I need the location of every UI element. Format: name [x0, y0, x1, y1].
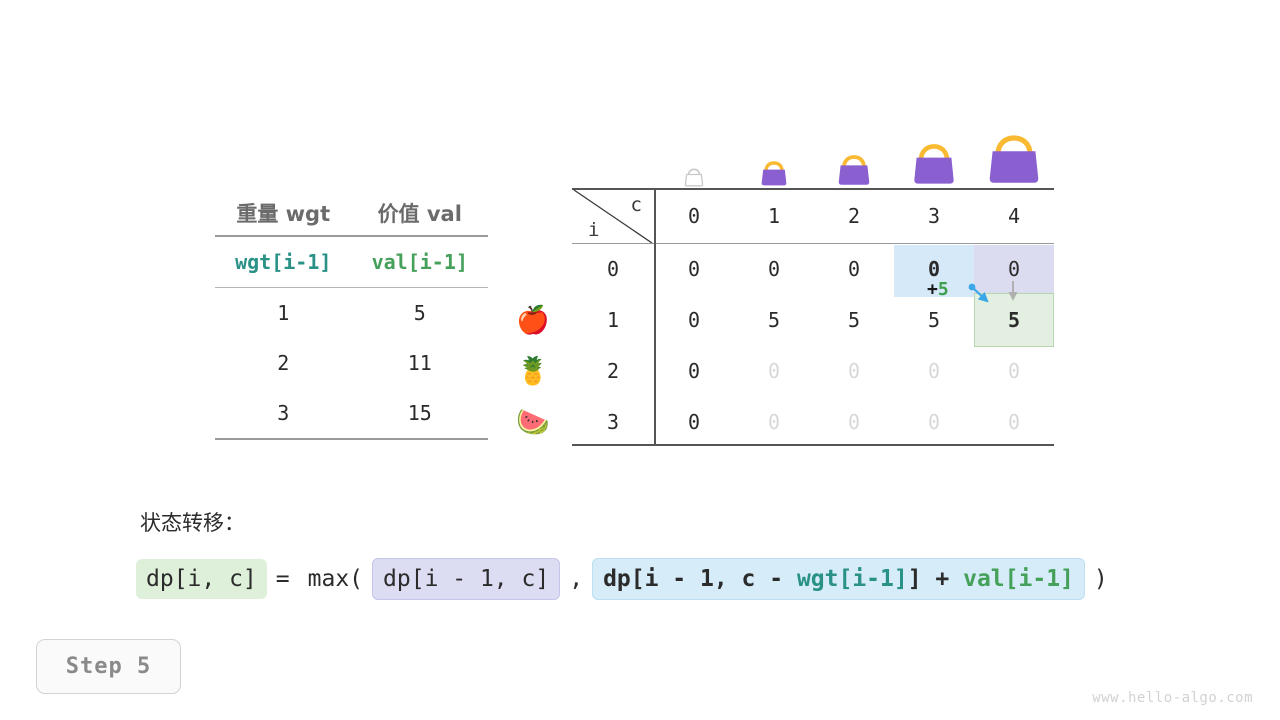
dp-cell-0-3: 0	[927, 256, 941, 281]
item-table-subheader-val: val[i-1]	[371, 250, 468, 274]
dp-col-header-2: 2	[847, 203, 861, 228]
watermark: www.hello-algo.com	[1092, 690, 1253, 706]
formula-token-val: val[i-1]	[963, 566, 1074, 592]
dp-cell-3-3: 0	[927, 409, 941, 434]
dp-col-header-1: 1	[767, 203, 781, 228]
dp-axis-label-i: i	[588, 219, 600, 241]
dp-col-header-3: 3	[927, 203, 941, 228]
pineapple-icon: 🍍	[516, 356, 550, 387]
dp-cell-3-4: 0	[1007, 409, 1021, 434]
dp-cell-0-4: 0	[1007, 256, 1021, 281]
backpack-icon-capacity-2	[838, 155, 870, 185]
formula-arg-take-mid: ] +	[907, 566, 964, 592]
formula-close-paren: )	[1093, 566, 1108, 592]
dp-table-top-border	[572, 188, 1054, 190]
bag-icon-row	[654, 118, 1054, 188]
dp-cell-0-1: 0	[767, 256, 781, 281]
dp-row-header-1: 1	[606, 307, 620, 332]
dp-cell-3-0: 0	[687, 409, 701, 434]
item-weight-2: 2	[277, 351, 290, 375]
item-weight-1: 1	[277, 301, 290, 325]
item-table-header-row: 重量 wgt 价值 val	[215, 190, 488, 235]
formula-max-open: max(	[307, 566, 364, 592]
gain-annotation: +5	[927, 279, 949, 300]
dp-cell-3-1: 0	[767, 409, 781, 434]
dp-cell-1-0: 0	[687, 307, 701, 332]
fruit-column: 🍎 🍍 🍉	[505, 295, 561, 448]
gain-amount: 5	[937, 279, 949, 300]
step-badge: Step 5	[36, 639, 181, 694]
dp-table-header-border	[572, 243, 1054, 244]
item-value-2: 11	[407, 351, 432, 375]
state-transition-formula: dp[i, c] = max( dp[i - 1, c] , dp[i - 1,…	[136, 558, 1117, 600]
bag-icon-slot-1	[734, 155, 814, 188]
dp-cell-2-2: 0	[847, 358, 861, 383]
table-row: 1 5	[215, 288, 488, 338]
item-value-1: 5	[413, 301, 426, 325]
item-table-rule-top	[215, 235, 488, 237]
dp-axis-label-c: c	[630, 194, 642, 216]
table-row: 2 11	[215, 338, 488, 388]
bag-icon-slot-2	[814, 148, 894, 188]
backpack-icon-capacity-3	[914, 144, 954, 184]
dp-row-header-2: 2	[606, 358, 620, 383]
bag-icon-slot-3	[894, 136, 974, 188]
item-table: 重量 wgt 价值 val wgt[i-1] val[i-1] 1 5 2 11…	[215, 190, 488, 440]
formula-result: dp[i, c]	[136, 559, 267, 599]
dp-cell-2-3: 0	[927, 358, 941, 383]
dp-cell-1-2: 5	[847, 307, 861, 332]
item-table-rule-bottom	[215, 438, 488, 440]
backpack-icon-capacity-1	[761, 161, 787, 186]
state-transition-label: 状态转移：	[140, 511, 245, 535]
item-value-3: 15	[407, 401, 432, 425]
watermelon-icon: 🍉	[516, 407, 550, 438]
dp-cell-3-2: 0	[847, 409, 861, 434]
apple-icon: 🍎	[516, 305, 550, 336]
dp-table-corner-cell: c i	[572, 188, 654, 243]
item-table-subheader-row: wgt[i-1] val[i-1]	[215, 237, 488, 287]
highlight-prev-row-capacity-3	[894, 245, 974, 297]
table-row: 3 15	[215, 388, 488, 438]
dp-cell-1-4: 5	[1007, 307, 1021, 332]
dp-cell-1-1: 5	[767, 307, 781, 332]
formula-arg-take-prefix: dp[i - 1, c -	[603, 566, 797, 592]
item-table-rule-mid	[215, 287, 488, 288]
dp-cell-2-0: 0	[687, 358, 701, 383]
item-table-header-value: 价值 val	[377, 201, 462, 226]
diagonal-divider-icon	[573, 189, 653, 243]
bag-icon-slot-4	[974, 126, 1054, 188]
dp-row-header-3: 3	[606, 409, 620, 434]
item-table-header-weight: 重量 wgt	[236, 201, 331, 226]
bag-icon-slot-0	[654, 164, 734, 188]
item-table-subheader-wgt: wgt[i-1]	[235, 250, 332, 274]
formula-equals: =	[275, 566, 290, 592]
dp-col-header-0: 0	[687, 203, 701, 228]
dp-col-header-4: 4	[1007, 203, 1021, 228]
item-weight-3: 3	[277, 401, 290, 425]
formula-comma: ,	[569, 566, 584, 592]
backpack-icon-capacity-4	[989, 135, 1039, 183]
dp-cell-2-4: 0	[1007, 358, 1021, 383]
gain-sign: +	[927, 279, 938, 300]
dp-row-header-0: 0	[606, 256, 620, 281]
dp-cell-1-3: 5	[927, 307, 941, 332]
dp-table-bottom-border	[572, 444, 1054, 446]
backpack-icon-capacity-0	[684, 168, 704, 187]
dp-cell-2-1: 0	[767, 358, 781, 383]
formula-arg-take: dp[i - 1, c - wgt[i-1]] + val[i-1]	[592, 558, 1085, 600]
dp-table-vertical-divider	[654, 188, 656, 446]
dp-table: c i 0 1 2 3 4 0 1 2 3 0 0 0 0 0 0 5 5 5 …	[572, 188, 1054, 446]
dp-cell-0-0: 0	[687, 256, 701, 281]
formula-token-wgt: wgt[i-1]	[796, 566, 908, 592]
formula-arg-skip: dp[i - 1, c]	[372, 558, 561, 600]
dp-cell-0-2: 0	[847, 256, 861, 281]
